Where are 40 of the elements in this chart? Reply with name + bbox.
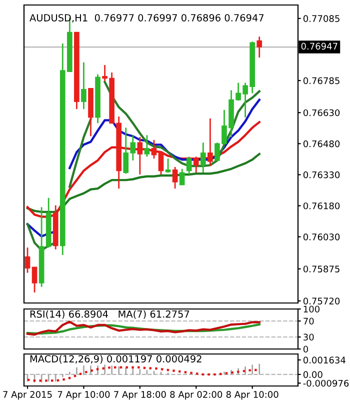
x-tick-label: 7 Apr 18:00 (114, 391, 166, 400)
candlestick (144, 134, 150, 158)
candlestick (137, 136, 143, 176)
x-tick-label: 7 Apr 2015 (3, 391, 52, 400)
candlestick (24, 246, 30, 274)
y-tick-label: 0.76180 (303, 202, 340, 210)
y-tick-label: 70 (304, 318, 314, 325)
candlestick (179, 168, 185, 186)
candlestick (32, 266, 38, 294)
chart-title: MACD(12,26,9) 0.001197 0.000492 (30, 354, 202, 364)
candlestick (200, 142, 206, 174)
x-tick-label: 8 Apr 10:00 (226, 391, 278, 400)
y-tick-label: 0.76630 (303, 109, 340, 116)
x-tick-label: 8 Apr 02:00 (170, 391, 222, 400)
y-tick-label: 0.76330 (303, 171, 340, 178)
y-tick-label: 0 (303, 346, 308, 353)
candlestick (81, 62, 86, 110)
x-tick-label: 7 Apr 10:00 (58, 391, 110, 400)
candlestick (186, 156, 192, 176)
y-tick-label: 100 (304, 306, 320, 313)
y-tick-label: 30 (304, 334, 314, 341)
y-tick-label: 0.00 (303, 371, 322, 378)
ref-line-label: 0.76947 (301, 42, 338, 50)
candlestick (158, 150, 164, 176)
line-series (26, 152, 260, 214)
y-tick-label: 0.76480 (303, 140, 340, 148)
y-tick-label: -0.000976 (303, 380, 349, 387)
chart-title: RSI(14) 66.8904 MA(7) 61.2757 (30, 310, 190, 319)
candlestick (256, 36, 262, 58)
candlestick (151, 139, 157, 160)
y-tick-label: 0.001634 (303, 356, 346, 364)
candlestick (193, 156, 199, 174)
text: AUDUSD,H1 0.76977 0.76997 0.76896 0.76947 (30, 14, 264, 22)
y-tick-label: 0.77085 (303, 15, 340, 22)
candlestick (172, 166, 178, 190)
y-tick-label: 0.75875 (303, 266, 340, 272)
y-tick-label: 0.75720 (303, 298, 340, 304)
candlestick (165, 158, 171, 174)
y-tick-label: 0.76030 (303, 234, 340, 240)
y-tick-label: 0.76785 (303, 77, 340, 84)
